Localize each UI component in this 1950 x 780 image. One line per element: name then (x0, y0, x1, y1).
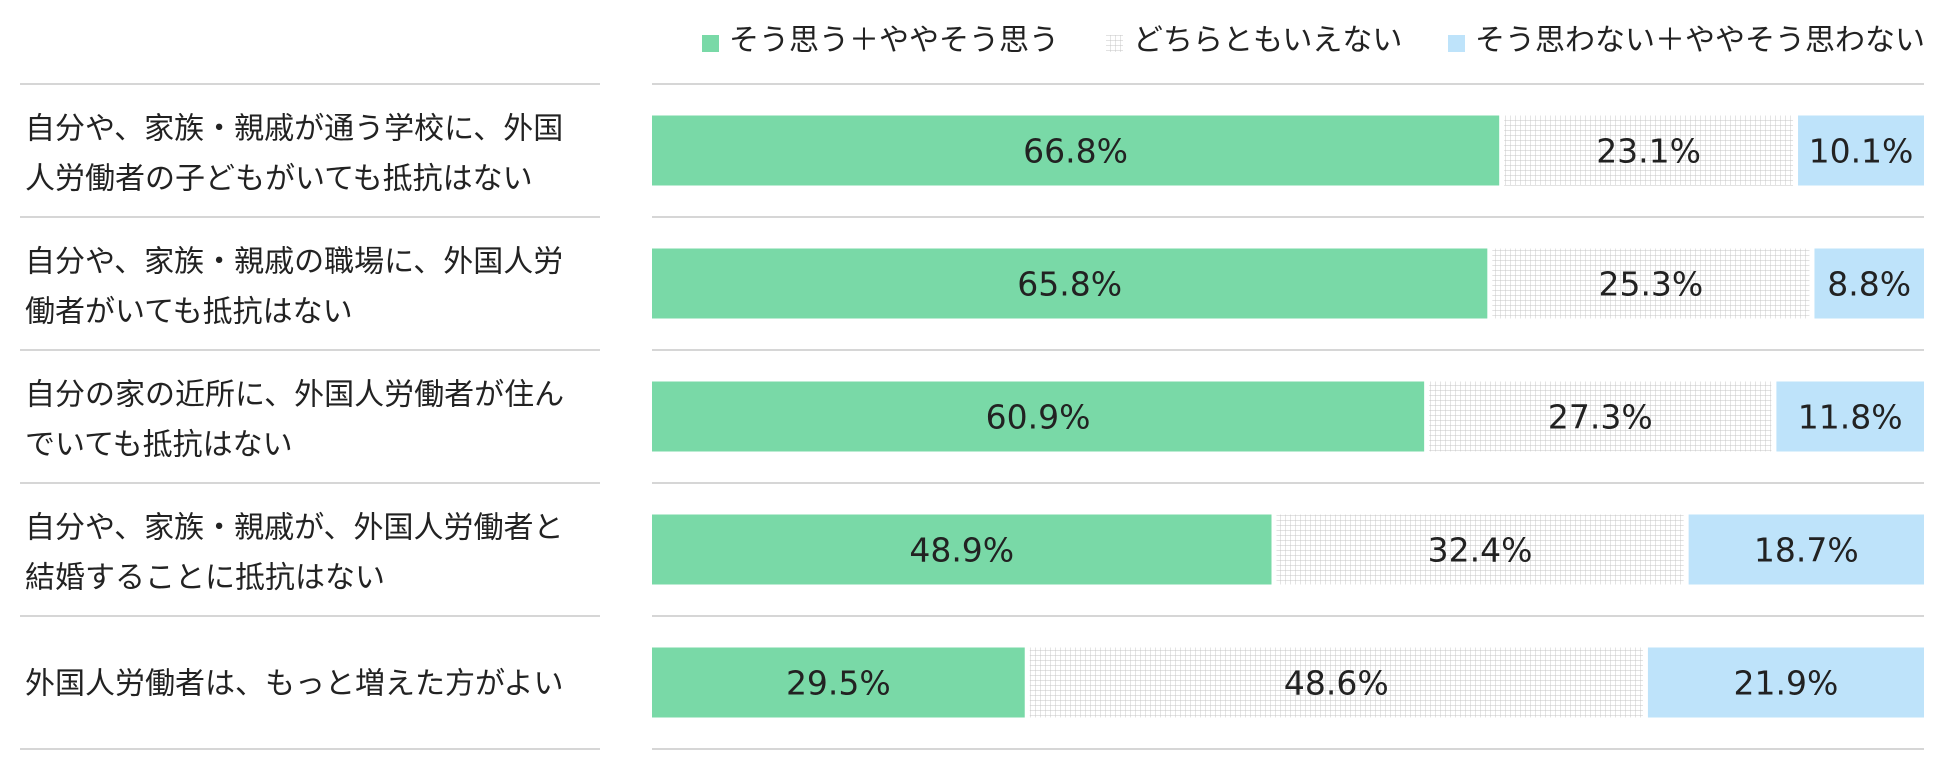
data-label: 27.3% (1548, 398, 1653, 437)
category-label: 外国人労働者は、もっと増えた方がよい (25, 667, 564, 702)
legend-label-3: そう思わない＋ややそう思わない (1475, 23, 1925, 58)
data-label: 32.4% (1428, 531, 1533, 570)
data-labels: 66.8% 23.1% 10.1% 65.8% 25.3% 8.8% 60.9% 27.3% 1… (786, 132, 1913, 703)
legend-label-1: そう思う＋ややそう思う (729, 23, 1059, 58)
data-label: 29.5% (786, 664, 891, 703)
bar-segment (1029, 647, 1643, 718)
bar-segment (652, 248, 1488, 319)
data-label: 48.9% (909, 531, 1014, 570)
bar-segment (1504, 115, 1794, 186)
bar-segment (1492, 248, 1810, 319)
legend: そう思う＋ややそう思う どちらともいえない そう思わない＋ややそう思わない (702, 23, 1925, 58)
data-label: 23.1% (1596, 132, 1701, 171)
bar-segment (1798, 115, 1924, 186)
legend-label-2: どちらともいえない (1133, 23, 1402, 58)
bar-segment (652, 115, 1500, 186)
data-label: 10.1% (1809, 132, 1914, 171)
bar-segment (1429, 381, 1772, 452)
data-label: 8.8% (1827, 265, 1911, 304)
bar-segment (652, 514, 1272, 585)
bar-segment (1814, 248, 1924, 319)
bar-segment (1688, 514, 1924, 585)
legend-swatch-3 (1448, 35, 1465, 52)
category-label: 人労働者の子どもがいても抵抗はない (25, 162, 533, 197)
data-label: 18.7% (1754, 531, 1859, 570)
legend-swatch-2 (1106, 35, 1123, 52)
data-label: 48.6% (1284, 664, 1389, 703)
bar-segment (652, 647, 1025, 718)
bar-segment (1276, 514, 1684, 585)
bars (652, 115, 1924, 718)
bar-segment (1776, 381, 1924, 452)
data-label: 11.8% (1798, 398, 1903, 437)
bar-segment (652, 381, 1425, 452)
data-label: 60.9% (986, 398, 1091, 437)
category-label: 結婚することに抵抗はない (25, 561, 385, 596)
legend-swatch-1 (702, 35, 719, 52)
data-label: 66.8% (1023, 132, 1128, 171)
data-label: 65.8% (1017, 265, 1122, 304)
category-label: 自分や、家族・親戚の職場に、外国人労 (25, 245, 563, 280)
category-label: 自分や、家族・親戚が通う学校に、外国 (25, 112, 563, 147)
category-label: 働者がいても抵抗はない (25, 295, 353, 330)
row-separators (20, 83, 1924, 750)
category-label: 自分や、家族・親戚が、外国人労働者と (25, 511, 564, 546)
data-label: 21.9% (1734, 664, 1839, 703)
bar-segment (1647, 647, 1924, 718)
data-label: 25.3% (1598, 265, 1703, 304)
category-label: でいても抵抗はない (25, 428, 293, 463)
category-label: 自分の家の近所に、外国人労働者が住ん (25, 378, 564, 413)
category-labels: 自分や、家族・親戚が通う学校に、外国人労働者の子どもがいても抵抗はない自分や、家… (25, 112, 564, 702)
